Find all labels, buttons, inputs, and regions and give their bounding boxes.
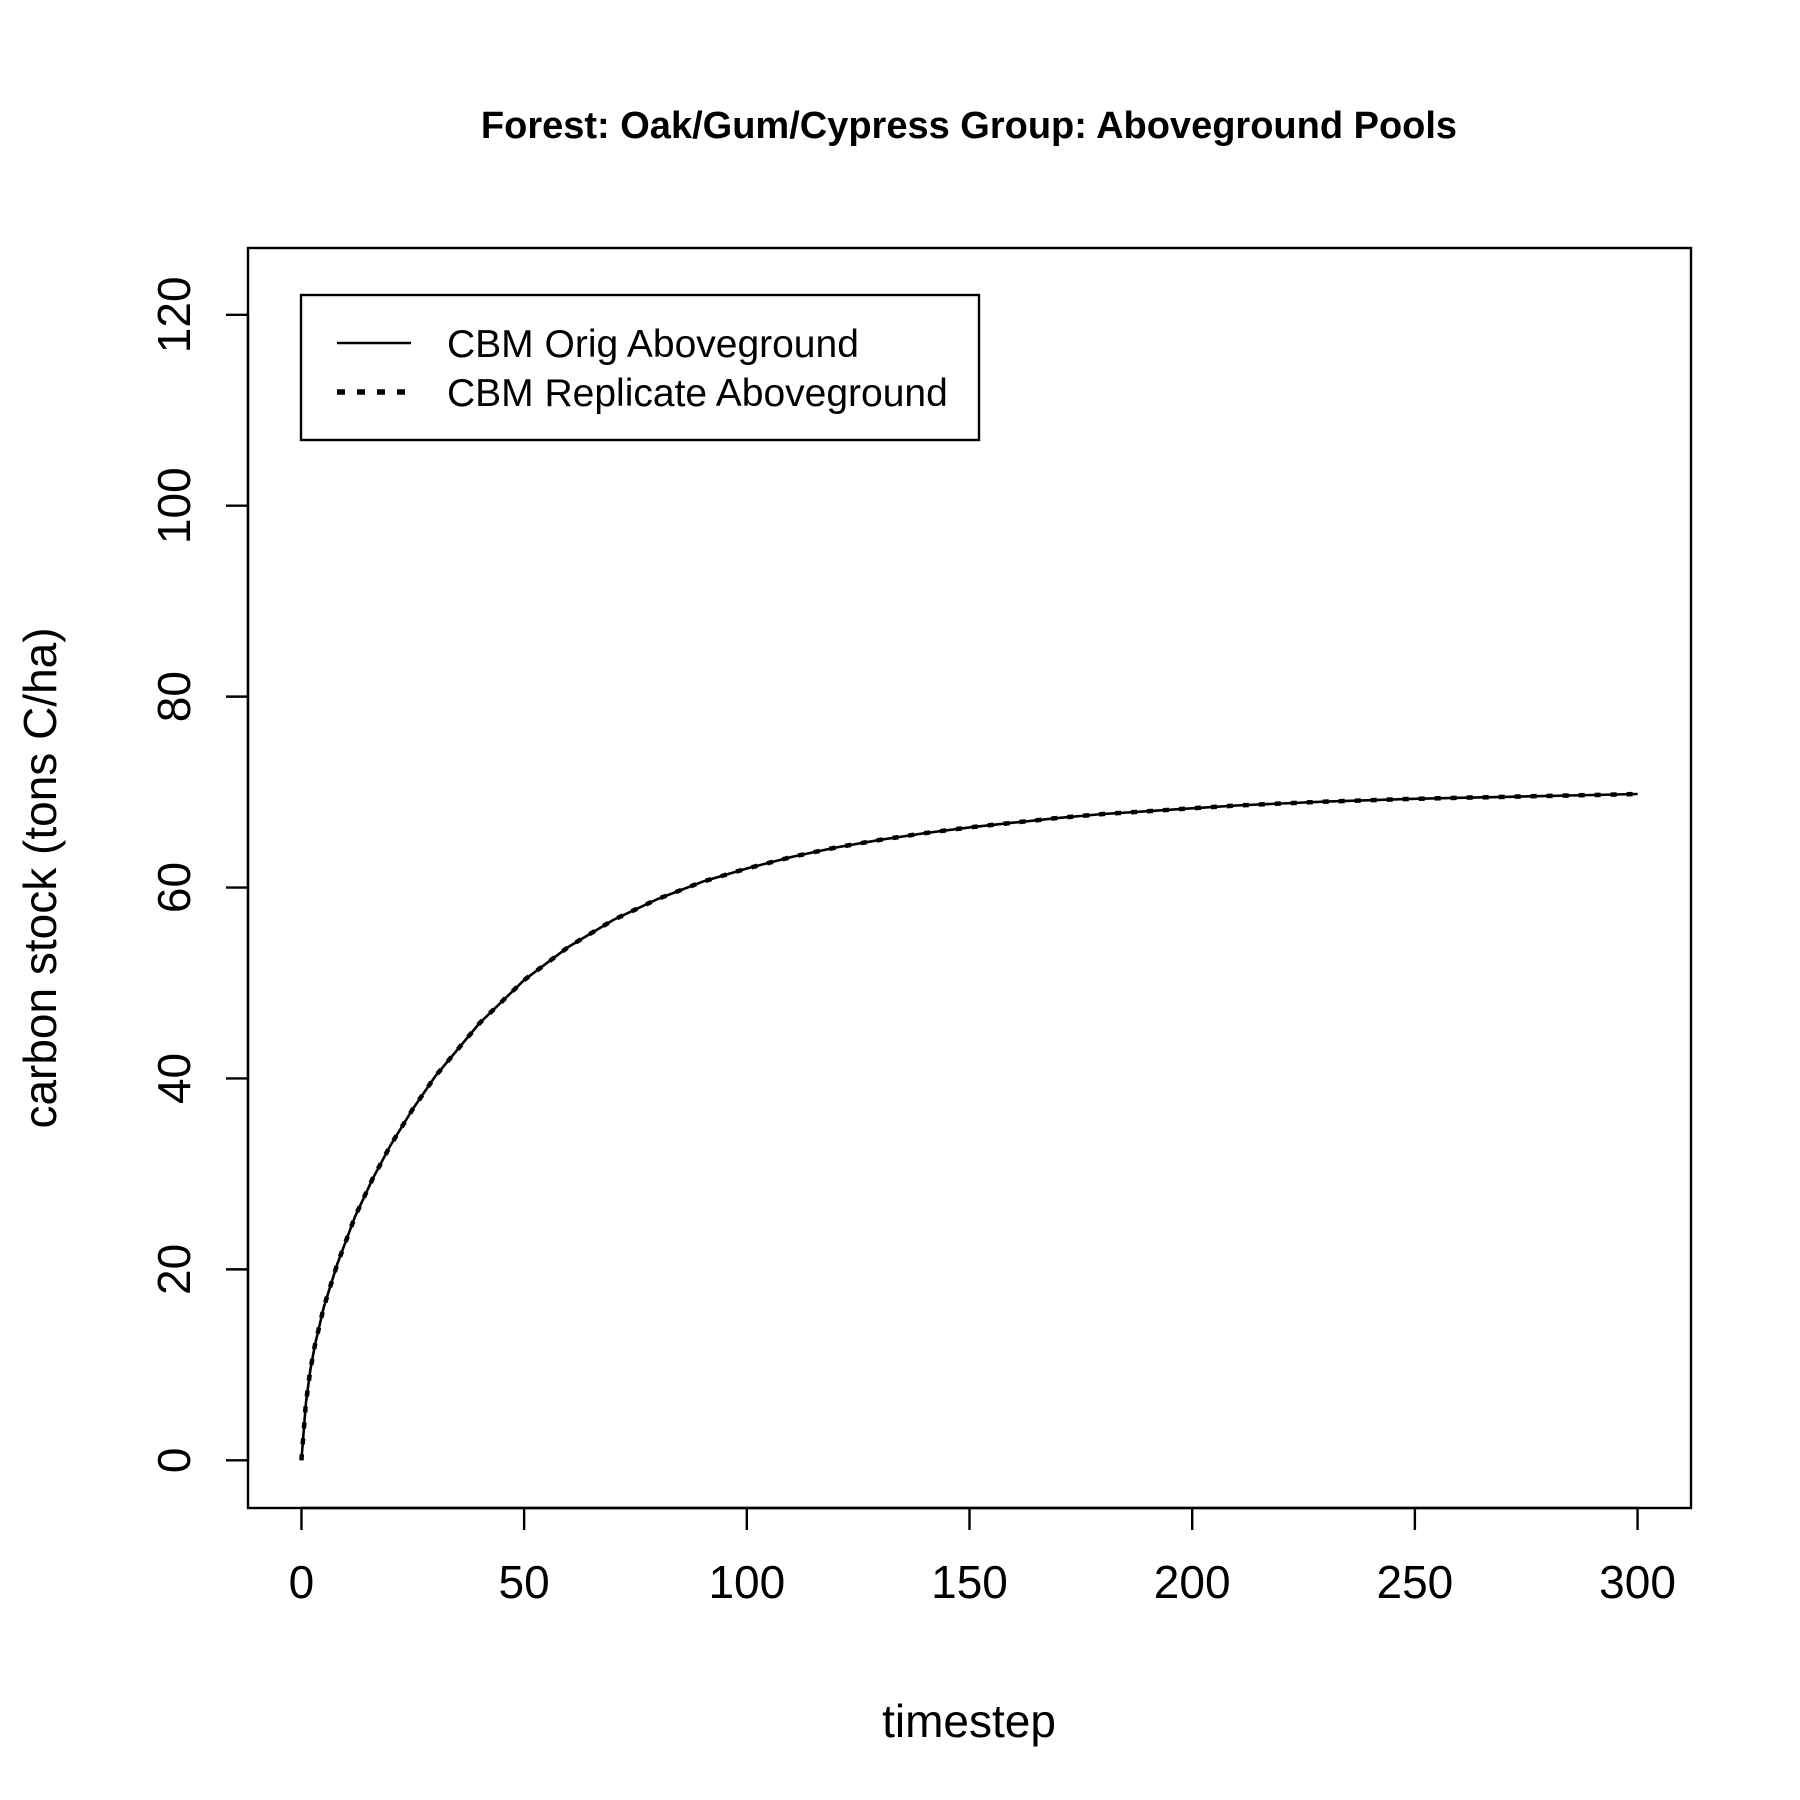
y-tick-label: 60	[148, 862, 200, 913]
x-tick-label: 100	[708, 1556, 785, 1608]
y-axis-label: carbon stock (tons C/ha)	[14, 627, 66, 1128]
y-tick-label: 20	[148, 1244, 200, 1295]
y-tick-label: 0	[148, 1447, 200, 1473]
y-tick-label: 100	[148, 467, 200, 544]
y-axis: 0 20 40 60 80 100 120	[148, 276, 250, 1473]
legend-label-orig: CBM Orig Aboveground	[447, 323, 859, 366]
y-tick-label: 120	[148, 276, 200, 353]
legend-label-replicate: CBM Replicate Aboveground	[447, 372, 948, 415]
x-tick-label: 200	[1154, 1556, 1231, 1608]
x-axis: 0 50 100 150 200 250 300	[289, 1506, 1676, 1608]
series-line-orig	[300, 792, 1638, 1461]
series-line-replicate	[299, 791, 1638, 1461]
plot-frame	[246, 246, 1693, 1510]
x-tick-label: 300	[1599, 1556, 1676, 1608]
y-tick-label: 80	[148, 671, 200, 722]
x-tick-label: 50	[499, 1556, 550, 1608]
series-layer	[299, 791, 1638, 1461]
chart-title: Forest: Oak/Gum/Cypress Group: Abovegrou…	[481, 105, 1457, 147]
x-tick-label: 0	[289, 1556, 315, 1608]
y-tick-label: 40	[148, 1053, 200, 1104]
x-tick-label: 250	[1376, 1556, 1453, 1608]
x-tick-label: 150	[931, 1556, 1008, 1608]
legend: CBM Orig Aboveground CBM Replicate Above…	[299, 293, 981, 442]
legend-box	[299, 293, 981, 442]
x-axis-label: timestep	[882, 1695, 1056, 1747]
